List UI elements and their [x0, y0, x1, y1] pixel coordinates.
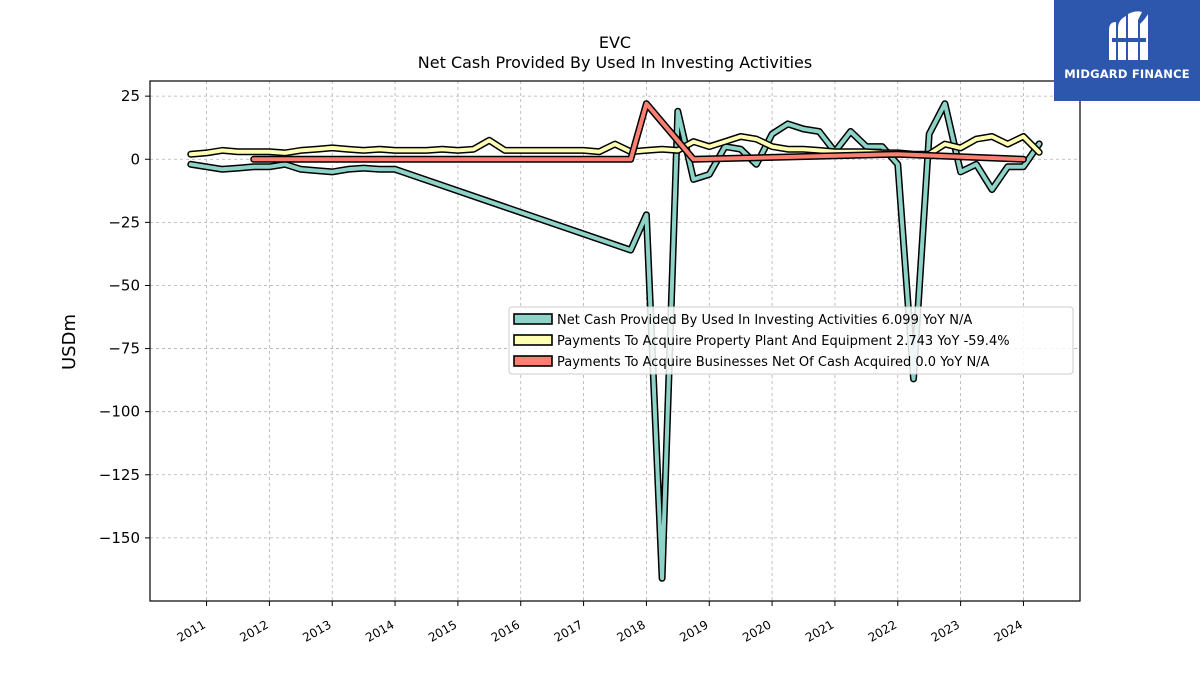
series-line: [251, 101, 1026, 162]
brand-logo-text: MIDGARD FINANCE: [1064, 67, 1190, 81]
legend-label: Payments To Acquire Property Plant And E…: [557, 334, 1010, 349]
x-tick-label: 2017: [552, 617, 585, 644]
x-tick-label: 2019: [677, 617, 710, 644]
y-tick-label: −100: [99, 403, 140, 421]
chart-subtitle: Net Cash Provided By Used In Investing A…: [418, 53, 812, 72]
series-lines: [187, 100, 1043, 582]
brand-logo-icon: [1109, 11, 1148, 61]
legend-box: [508, 306, 1074, 375]
x-tick-label: 2020: [740, 617, 773, 644]
y-tick-label: −25: [108, 213, 140, 231]
x-tick-label: 2014: [363, 617, 396, 644]
legend-label: Payments To Acquire Businesses Net Of Ca…: [557, 355, 990, 370]
x-tick-label: 2018: [614, 617, 647, 644]
x-tick-label: 2021: [803, 617, 836, 644]
x-tick-label: 2022: [866, 617, 899, 644]
x-tick-label: 2016: [489, 617, 522, 644]
y-tick-label: −50: [108, 276, 140, 294]
y-axis-label: USDm: [59, 314, 80, 370]
y-tick-label: −150: [99, 529, 140, 547]
x-tick-label: 2023: [929, 617, 962, 644]
legend-label: Net Cash Provided By Used In Investing A…: [557, 313, 972, 328]
legend-swatch: [513, 355, 553, 367]
y-tick-label: 25: [121, 87, 140, 105]
series-3-line: [250, 100, 1027, 163]
legend-swatch: [513, 313, 553, 325]
series-1-line: [187, 100, 1043, 582]
legend-swatch: [513, 334, 553, 346]
x-tick-label: 2013: [300, 617, 333, 644]
y-tick-label: −125: [99, 466, 140, 484]
y-tick-label: 0: [130, 150, 140, 168]
legend: Net Cash Provided By Used In Investing A…: [508, 306, 1074, 375]
brand-logo: MIDGARD FINANCE: [1054, 0, 1200, 101]
x-axis: 2011 2012 2013 2014 2015 2016 2017 2018 2019 2020…: [175, 601, 1025, 645]
x-tick-label: 2012: [237, 617, 270, 644]
chart-title: EVC: [599, 33, 631, 52]
series-line: [188, 101, 1042, 581]
x-tick-label: 2015: [426, 617, 459, 644]
y-axis: 25 0 −25 −50 −75 −100 −125 −150: [99, 87, 150, 547]
plot-area-frame: [149, 80, 1081, 602]
x-tick-label: 2024: [991, 617, 1024, 644]
y-tick-label: −75: [108, 340, 140, 358]
x-tick-label: 2011: [175, 617, 208, 644]
